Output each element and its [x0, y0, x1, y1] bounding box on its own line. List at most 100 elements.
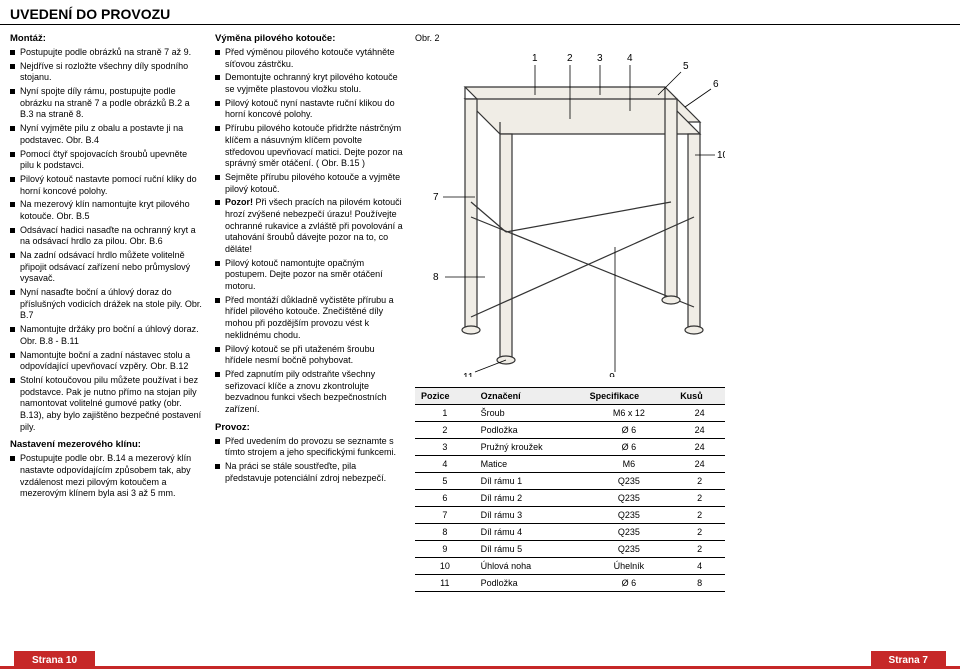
table-cell: Díl rámu 5	[475, 541, 584, 558]
list-item: Před montáží důkladně vyčistěte přírubu …	[215, 295, 403, 342]
table-cell: Díl rámu 1	[475, 473, 584, 490]
table-header: Kusů	[674, 388, 725, 405]
table-header: Označení	[475, 388, 584, 405]
footer: Strana 10 Strana 7	[0, 643, 960, 669]
table-cell: 24	[674, 439, 725, 456]
table-cell: 2	[674, 524, 725, 541]
diagram-label: 2	[567, 53, 573, 64]
table-cell: 2	[674, 490, 725, 507]
heading-montaz: Montáž:	[10, 33, 203, 44]
list-item: Pilový kotouč nyní nastavte ruční klikou…	[215, 98, 403, 121]
table-row: 1ŠroubM6 x 1224	[415, 405, 725, 422]
table-cell: Ø 6	[584, 575, 675, 592]
heading-vymena: Výměna pilového kotouče:	[215, 33, 403, 44]
list-item: Odsávací hadici nasaďte na ochranný kryt…	[10, 225, 203, 248]
list-item: Na práci se stále soustřeďte, pila předs…	[215, 461, 403, 484]
table-row: 2PodložkaØ 624	[415, 422, 725, 439]
list-item: Před uvedením do provozu se seznamte s t…	[215, 436, 403, 459]
table-row: 7Díl rámu 3Q2352	[415, 507, 725, 524]
table-cell: Matice	[475, 456, 584, 473]
table-row: 10Úhlová nohaÚhelník4	[415, 558, 725, 575]
table-cell: 11	[415, 575, 475, 592]
table-cell: Podložka	[475, 422, 584, 439]
stand-diagram: 1 2 3 4 5 6 7 8 9 10 11	[415, 47, 725, 377]
table-cell: Q235	[584, 524, 675, 541]
table-cell: Úhelník	[584, 558, 675, 575]
table-cell: 8	[415, 524, 475, 541]
table-cell: 24	[674, 456, 725, 473]
table-row: 11PodložkaØ 68	[415, 575, 725, 592]
table-cell: 4	[674, 558, 725, 575]
page-number-left: Strana 10	[14, 651, 95, 669]
table-cell: Q235	[584, 541, 675, 558]
diagram-label: 3	[597, 53, 603, 64]
diagram-label: 5	[683, 61, 689, 72]
table-row: 6Díl rámu 2Q2352	[415, 490, 725, 507]
table-cell: Ø 6	[584, 422, 675, 439]
table-row: 5Díl rámu 1Q2352	[415, 473, 725, 490]
footer-right: Strana 7	[480, 643, 960, 669]
diagram-label: 1	[532, 53, 538, 64]
list-item: Pomocí čtyř spojovacích šroubů upevněte …	[10, 149, 203, 172]
table-cell: 10	[415, 558, 475, 575]
table-row: 4MaticeM624	[415, 456, 725, 473]
diagram-label: 10	[717, 150, 725, 161]
list-vymena: Před výměnou pilového kotouče vytáhněte …	[215, 47, 403, 416]
table-cell: 9	[415, 541, 475, 558]
table-cell: 3	[415, 439, 475, 456]
content: Montáž: Postupujte podle obrázků na stra…	[0, 33, 960, 592]
list-item: Nyní nasaďte boční a úhlový doraz do pří…	[10, 287, 203, 322]
list-item: Nejdříve si rozložte všechny díly spodní…	[10, 61, 203, 84]
table-cell: 7	[415, 507, 475, 524]
figure-label: Obr. 2	[415, 33, 728, 43]
table-cell: 6	[415, 490, 475, 507]
table-cell: Pružný kroužek	[475, 439, 584, 456]
diagram-label: 11	[463, 372, 474, 377]
table-cell: 24	[674, 405, 725, 422]
page-title: UVEDENÍ DO PROVOZU	[0, 0, 960, 25]
table-row: 9Díl rámu 5Q2352	[415, 541, 725, 558]
list-item: Postupujte podle obr. B.14 a mezerový kl…	[10, 453, 203, 500]
list-item: Stolní kotoučovou pilu můžete používat i…	[10, 375, 203, 433]
heading-mezerovy-klin: Nastavení mezerového klínu:	[10, 439, 203, 450]
table-cell: Díl rámu 4	[475, 524, 584, 541]
list-provoz: Před uvedením do provozu se seznamte s t…	[215, 436, 403, 485]
list-item: Přírubu pilového kotouče přidržte nástrč…	[215, 123, 403, 170]
list-item: Na zadní odsávací hrdlo můžete volitelně…	[10, 250, 203, 285]
table-cell: M6	[584, 456, 675, 473]
list-mezerovy-klin: Postupujte podle obr. B.14 a mezerový kl…	[10, 453, 203, 500]
table-cell: Díl rámu 2	[475, 490, 584, 507]
list-item: Pilový kotouč namontujte opačným postupe…	[215, 258, 403, 293]
list-item: Před zapnutím pily odstraňte všechny seř…	[215, 369, 403, 416]
table-cell: Díl rámu 3	[475, 507, 584, 524]
table-cell: 2	[674, 507, 725, 524]
column-2: Výměna pilového kotouče: Před výměnou pi…	[215, 33, 415, 592]
diagram-label: 9	[609, 372, 615, 377]
table-cell: Q235	[584, 473, 675, 490]
list-item: Demontujte ochranný kryt pilového kotouč…	[215, 72, 403, 95]
table-row: 8Díl rámu 4Q2352	[415, 524, 725, 541]
list-item: Pozor! Při všech pracích na pilovém koto…	[215, 197, 403, 255]
table-cell: 2	[674, 473, 725, 490]
column-3: Obr. 2	[415, 33, 740, 592]
list-item: Postupujte podle obrázků na straně 7 až …	[10, 47, 203, 59]
list-item: Namontujte držáky pro boční a úhlový dor…	[10, 324, 203, 347]
footer-left: Strana 10	[0, 643, 480, 669]
list-item: Namontujte boční a zadní nástavec stolu …	[10, 350, 203, 373]
list-item: Pilový kotouč nastavte pomocí ruční klik…	[10, 174, 203, 197]
heading-provoz: Provoz:	[215, 422, 403, 433]
table-header: Pozice	[415, 388, 475, 405]
diagram-label: 6	[713, 79, 719, 90]
table-row: 3Pružný kroužekØ 624	[415, 439, 725, 456]
table-cell: 5	[415, 473, 475, 490]
table-cell: Podložka	[475, 575, 584, 592]
list-item: Pilový kotouč se při utaženém šroubu hří…	[215, 344, 403, 367]
table-cell: 2	[674, 541, 725, 558]
table-cell: 2	[415, 422, 475, 439]
diagram-label: 7	[433, 192, 439, 203]
list-item: Sejměte přírubu pilového kotouče a vyjmě…	[215, 172, 403, 195]
table-cell: Q235	[584, 507, 675, 524]
bold-pozor: Pozor!	[225, 197, 253, 207]
list-item: Před výměnou pilového kotouče vytáhněte …	[215, 47, 403, 70]
table-cell: 24	[674, 422, 725, 439]
